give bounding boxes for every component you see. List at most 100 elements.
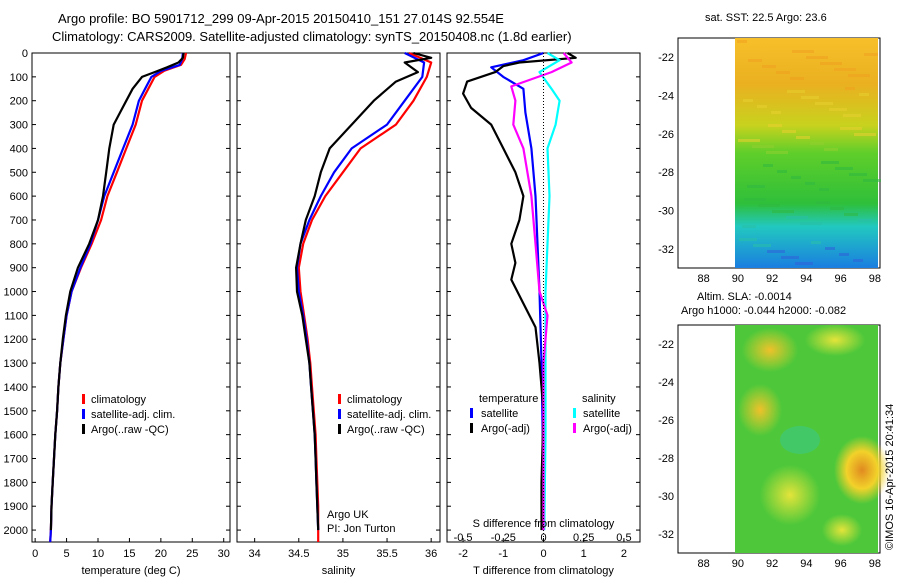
sst-streak [767,250,785,253]
legend-label: Argo(-adj) [481,423,530,435]
sst-streak [757,105,767,108]
sst-streak [816,201,830,204]
sst-streak [853,259,863,262]
sla-map-title: Altim. SLA: -0.0014 [697,291,792,303]
sst-streak [859,93,869,96]
depth-tick-label: 1800 [4,477,28,489]
sst-streak [748,59,762,62]
legend-label: satellite-adj. clim. [91,409,175,421]
sst-streak [843,114,861,117]
legend-label: Argo(..raw -QC) [347,424,425,436]
sst-map [677,37,881,269]
lat-tick-label: -30 [658,491,674,503]
x-tick-label: -1 [498,548,508,560]
temperature-frame [31,52,231,543]
s-tick-label: 0.5 [616,532,631,544]
sst-streak [863,179,881,182]
legend-swatch [470,423,473,433]
sst-streak [752,145,774,148]
sst-streak [805,182,815,185]
sst-streak [744,198,766,201]
lat-tick-label: -26 [658,415,674,427]
sst-streak [840,127,862,130]
x-axis-label: temperature (deg C) [81,565,180,577]
legend-swatch [82,424,85,434]
depth-tick-label: 800 [10,239,28,251]
sst-map-title: sat. SST: 22.5 Argo: 23.6 [705,12,827,24]
sst-streak [819,188,829,191]
sst-streak [781,256,799,259]
x-tick-label: 30 [218,548,230,560]
depth-tick-label: 1100 [4,310,28,322]
sst-streak [753,244,771,247]
sst-streak [782,130,796,133]
lat-tick-label: -24 [658,377,674,389]
sla-map-axes: -22 -24 -26 -28 -30 -32 88 90 92 94 96 98 [658,339,881,570]
sst-streak [768,124,782,127]
x-tick-label: 10 [92,548,104,560]
copyright-credit: ©IMOS 16-Apr-2015 20:41:34 [884,404,896,550]
x-tick-label: 5 [64,548,70,560]
x-tick-label: 35 [337,548,349,560]
x-tick-label: 0 [540,548,546,560]
lon-tick-label: 90 [732,273,744,285]
x-tick-label: 0 [32,548,38,560]
sla-map-subtitle: Argo h1000: -0.044 h2000: -0.082 [681,305,847,317]
sla-map [677,324,890,554]
sst-streak [821,161,839,164]
lon-tick-label: 88 [698,273,710,285]
depth-tick-label: 1200 [4,334,28,346]
lon-tick-label: 98 [869,558,881,570]
series-line-salinity-argo-adj- [510,52,573,531]
depth-tick-label: 0 [22,48,28,60]
legend-swatch [573,423,576,433]
sst-streak [795,262,813,265]
legend-label: satellite-adj. clim. [347,409,431,421]
lat-tick-label: -28 [658,453,674,465]
sst-streak [849,173,867,176]
lat-tick-label: -22 [658,52,674,64]
lon-tick-label: 98 [869,273,881,285]
legend-swatch [82,409,85,419]
salinity-panel: 34 34.5 35 35.5 36 salinity climatology satelli… [236,51,441,577]
s-tick-label: 0 [540,532,546,544]
depth-tick-label: 1700 [4,454,28,466]
sst-streak [829,108,847,111]
x-axis-label: T difference from climatology [473,565,614,577]
sst-streak [791,176,801,179]
sst-streak [824,148,838,151]
legend-swatch [338,424,341,434]
series-line-argo-raw-qc- [295,51,433,531]
sst-streak [777,170,787,173]
x-tick-label: -2 [458,548,468,560]
sst-streak [845,87,855,90]
depth-tick-label: 1500 [4,406,28,418]
x-tick-label: 34.5 [288,548,309,560]
legend-swatch [82,394,85,404]
sst-streak [738,139,760,142]
sst-streak [763,164,773,167]
lon-tick-label: 96 [835,558,847,570]
sst-streak [758,204,780,207]
legend-label: Argo(..raw -QC) [91,424,169,436]
sst-streak [772,210,794,213]
legend-label: climatology [91,394,147,406]
x-tick-label: 34 [249,548,261,560]
legend-swatch [470,408,473,418]
depth-tick-label: 1000 [4,287,28,299]
x-tick-label: 1 [581,548,587,560]
lon-tick-label: 92 [766,558,778,570]
sst-streak [830,207,844,210]
lon-tick-label: 96 [835,273,847,285]
lon-tick-label: 88 [698,558,710,570]
lon-tick-label: 92 [766,273,778,285]
s-tick-label: 0.25 [573,532,594,544]
difference-panel: -2 -1 0 1 2 T difference from climatology S di… [446,51,641,577]
sst-streak [864,53,878,56]
sst-streak [762,65,776,68]
sst-streak [787,90,805,93]
sst-streak [742,225,756,228]
depth-tick-label: 400 [10,143,28,155]
depth-tick-label: 1900 [4,501,28,513]
x-tick-label: 25 [186,548,198,560]
